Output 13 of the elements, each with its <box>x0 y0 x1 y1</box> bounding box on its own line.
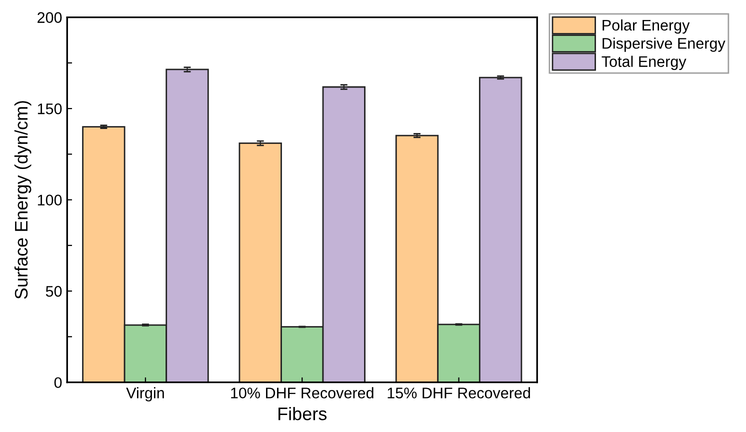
x-axis-title: Fibers <box>278 406 327 420</box>
x-tick-label: 10% DHF Recovered <box>231 387 374 398</box>
y-tick-label: 100 <box>38 194 62 206</box>
legend-label: Polar Energy <box>602 19 690 34</box>
x-tick-label: 15% DHF Recovered <box>388 387 530 398</box>
y-tick-label: 200 <box>38 12 62 23</box>
y-tick-label: 150 <box>38 103 62 114</box>
y-tick-label: 50 <box>46 286 62 297</box>
y-tick-label: 0 <box>54 377 62 388</box>
y-axis-title: Surface Energy (dyn/cm) <box>14 101 32 299</box>
legend-label: Dispersive Energy <box>602 38 726 52</box>
x-tick-label: Virgin <box>126 387 164 402</box>
legend-label: Total Energy <box>602 56 686 70</box>
